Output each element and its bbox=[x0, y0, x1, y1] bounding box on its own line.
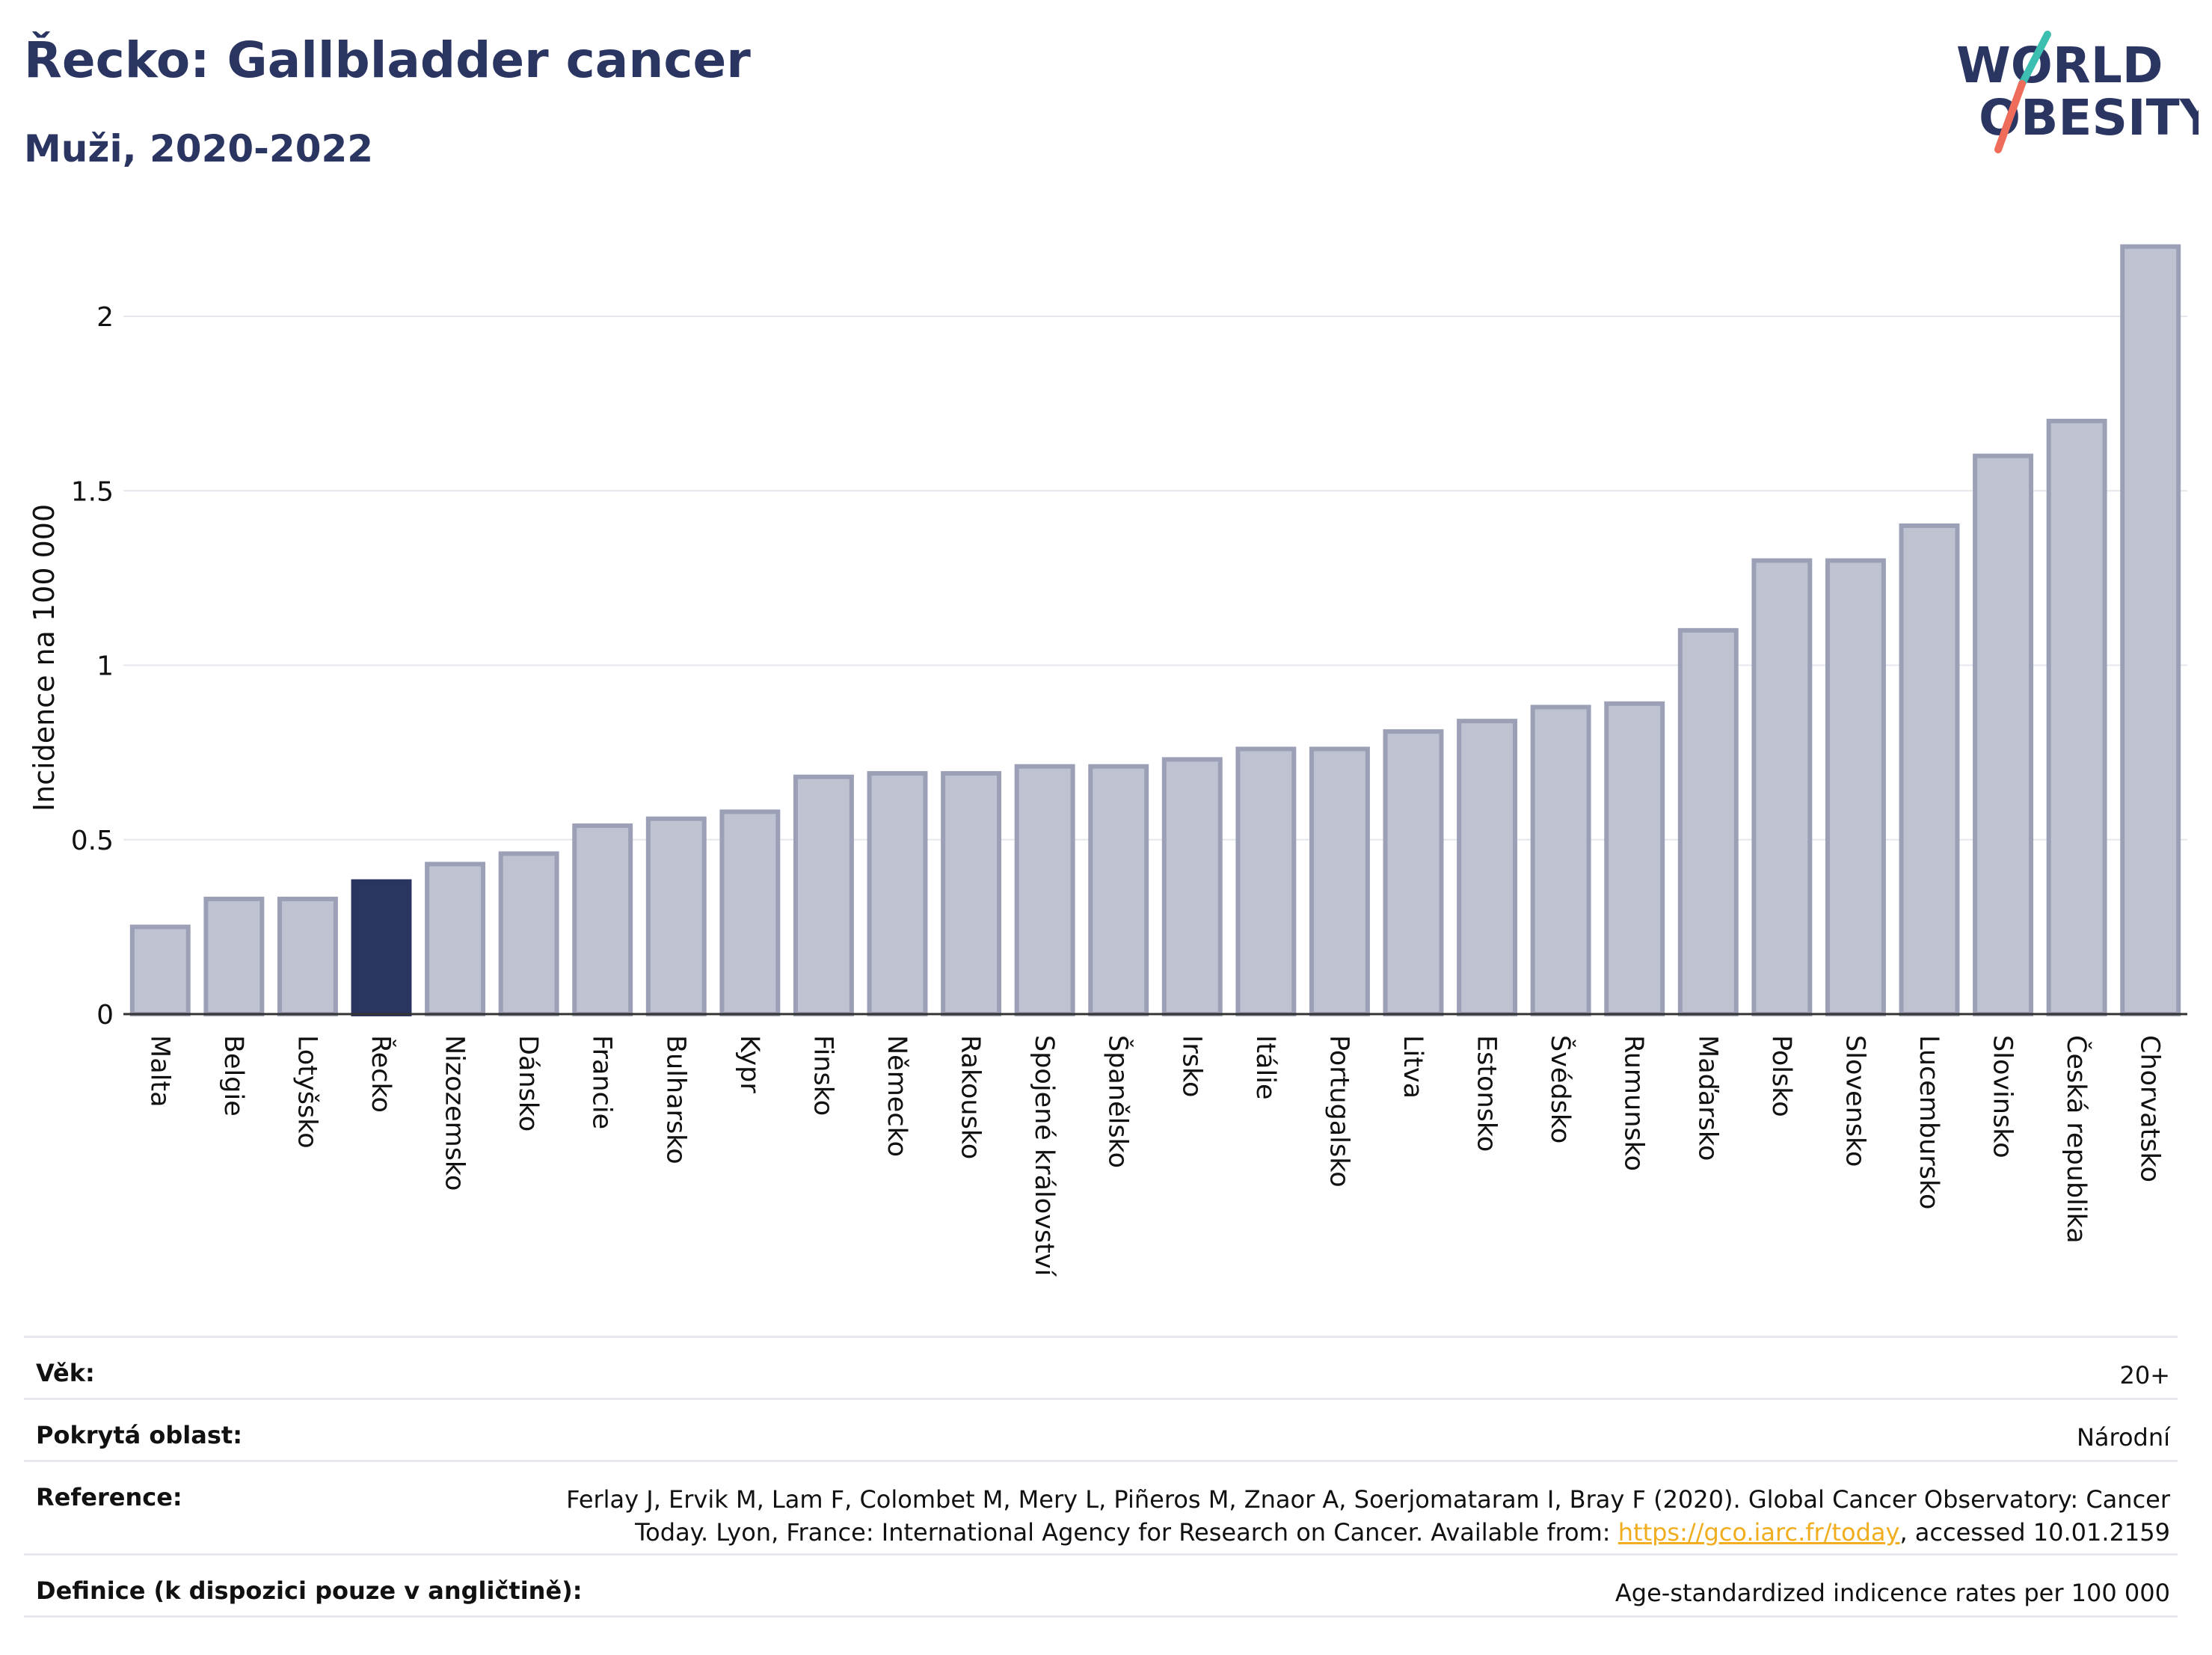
bar-20 bbox=[1530, 704, 1591, 1016]
area-label: Pokrytá oblast: bbox=[36, 1421, 242, 1449]
logo-line1: WORLD bbox=[1956, 37, 2163, 94]
x-tick-label: Portugalsko bbox=[1324, 1035, 1354, 1188]
info-row-age: Věk: 20+ bbox=[24, 1336, 2178, 1398]
reference-value: Ferlay J, Ervik M, Lam F, Colombet M, Me… bbox=[562, 1483, 2170, 1549]
y-tick-label: 1.5 bbox=[71, 476, 114, 507]
x-tick-label: Lucembursko bbox=[1914, 1035, 1944, 1209]
age-value: 20+ bbox=[2119, 1361, 2170, 1390]
page-title: Řecko: Gallbladder cancer bbox=[24, 31, 751, 89]
info-row-reference: Reference: Ferlay J, Ervik M, Lam F, Col… bbox=[24, 1460, 2178, 1553]
bar-4 bbox=[351, 879, 412, 1016]
logo-slash-teal bbox=[2018, 31, 2051, 87]
bar-7 bbox=[572, 823, 633, 1016]
bar-1 bbox=[129, 924, 191, 1016]
bar-17 bbox=[1309, 746, 1370, 1017]
definition-value: Age-standardized indicence rates per 100… bbox=[1615, 1579, 2170, 1607]
x-tick-label: Bulharsko bbox=[660, 1035, 690, 1164]
x-tick-label: Slovensko bbox=[1840, 1035, 1870, 1167]
y-axis-label: Incidence na 100 000 bbox=[28, 504, 61, 811]
y-tick-label: 0.5 bbox=[71, 826, 114, 856]
x-tick-label: Francie bbox=[587, 1035, 617, 1129]
area-value: Národní bbox=[2076, 1423, 2170, 1452]
page-subtitle: Muži, 2020-2022 bbox=[24, 127, 374, 171]
info-row-area: Pokrytá oblast: Národní bbox=[24, 1398, 2178, 1460]
x-tick-label: Finsko bbox=[808, 1035, 838, 1116]
bar-12 bbox=[941, 771, 1002, 1016]
bar-14 bbox=[1088, 764, 1149, 1017]
bar-6 bbox=[498, 851, 559, 1017]
x-tick-label: Kypr bbox=[734, 1035, 764, 1093]
age-label: Věk: bbox=[36, 1359, 95, 1387]
bar-19 bbox=[1457, 719, 1518, 1016]
x-tick-label: Rakousko bbox=[956, 1035, 986, 1159]
x-tick-label: Polsko bbox=[1766, 1035, 1796, 1117]
x-tick-label: Malta bbox=[144, 1035, 174, 1108]
reference-link[interactable]: https://gco.iarc.fr/today bbox=[1617, 1518, 1900, 1547]
y-tick-label: 1 bbox=[96, 651, 114, 682]
x-tick-label: Německo bbox=[882, 1035, 912, 1157]
x-tick-label: Estonsko bbox=[1472, 1035, 1502, 1152]
x-tick-label: Chorvatsko bbox=[2135, 1035, 2165, 1182]
x-tick-label: Spojené království bbox=[1029, 1035, 1059, 1277]
bar-13 bbox=[1014, 764, 1075, 1017]
x-tick-label: Řecko bbox=[366, 1035, 397, 1113]
x-tick-label: Lotyšsko bbox=[292, 1035, 322, 1149]
bar-15 bbox=[1161, 757, 1223, 1017]
info-row-definition: Definice (k dispozici pouze v angličtině… bbox=[24, 1553, 2178, 1618]
bar-25 bbox=[1899, 523, 1960, 1016]
x-tick-label: Irsko bbox=[1176, 1035, 1206, 1097]
reference-label: Reference: bbox=[36, 1483, 182, 1511]
bar-22 bbox=[1677, 627, 1739, 1016]
x-tick-label: Maďarsko bbox=[1692, 1035, 1722, 1161]
bar-5 bbox=[425, 862, 486, 1017]
x-tick-label: Rumunsko bbox=[1619, 1035, 1649, 1171]
y-tick-label: 0 bbox=[96, 1000, 114, 1031]
bars bbox=[129, 244, 2181, 1017]
x-tick-label: Itálie bbox=[1250, 1035, 1280, 1099]
bar-16 bbox=[1235, 746, 1297, 1017]
reference-text-1: Ferlay J, Ervik M, Lam F, Colombet M, Me… bbox=[566, 1485, 2170, 1547]
bar-24 bbox=[1825, 558, 1886, 1016]
definition-label: Definice (k dispozici pouze v angličtině… bbox=[36, 1576, 583, 1605]
bar-21 bbox=[1604, 701, 1665, 1016]
x-tick-label: Švédsko bbox=[1545, 1035, 1576, 1143]
world-obesity-logo: WORLD OBESITY bbox=[1956, 31, 2199, 153]
y-tick-label: 2 bbox=[96, 302, 114, 333]
bar-18 bbox=[1383, 729, 1444, 1016]
y-axis-ticks: 0 0.5 1 1.5 2 bbox=[71, 302, 114, 1031]
bar-2 bbox=[203, 897, 265, 1017]
bar-8 bbox=[645, 816, 707, 1016]
bar-chart: 0 0.5 1 1.5 2 Malta Belgie Lotyšsko Řecko Nizoze… bbox=[28, 244, 2187, 1277]
bar-27 bbox=[2046, 418, 2107, 1016]
bar-3 bbox=[277, 897, 338, 1017]
bar-28 bbox=[2120, 244, 2181, 1017]
bar-10 bbox=[793, 774, 854, 1017]
info-table: Věk: 20+ Pokrytá oblast: Národní Referen… bbox=[24, 1336, 2178, 1618]
x-axis-labels: Malta Belgie Lotyšsko Řecko Nizozemsko Dánsko… bbox=[144, 1035, 2164, 1277]
x-tick-label: Česká republika bbox=[2061, 1035, 2092, 1244]
x-tick-label: Nizozemsko bbox=[440, 1035, 470, 1191]
bar-11 bbox=[867, 771, 928, 1016]
bar-9 bbox=[719, 809, 781, 1017]
bar-26 bbox=[1973, 453, 2034, 1016]
logo-slash-coral bbox=[1994, 80, 2026, 153]
bar-23 bbox=[1751, 558, 1813, 1016]
x-tick-label: Dánsko bbox=[513, 1035, 543, 1132]
x-tick-label: Belgie bbox=[218, 1035, 248, 1117]
x-tick-label: Litva bbox=[1398, 1035, 1428, 1099]
x-tick-label: Slovinsko bbox=[1988, 1035, 2018, 1158]
x-tick-label: Španělsko bbox=[1103, 1035, 1134, 1168]
reference-text-2: , accessed 10.01.2159 bbox=[1899, 1518, 2170, 1547]
